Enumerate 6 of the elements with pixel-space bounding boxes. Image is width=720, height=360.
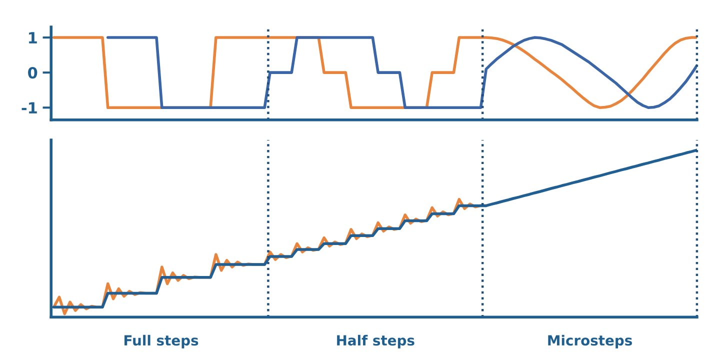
text: Half steps: [337, 334, 414, 348]
y-tick-label: -1: [22, 102, 37, 114]
text: Microsteps: [548, 334, 632, 348]
y-tick-label: 1: [29, 32, 37, 44]
text: Full steps: [124, 334, 198, 348]
y-tick-label: 0: [28, 67, 38, 79]
